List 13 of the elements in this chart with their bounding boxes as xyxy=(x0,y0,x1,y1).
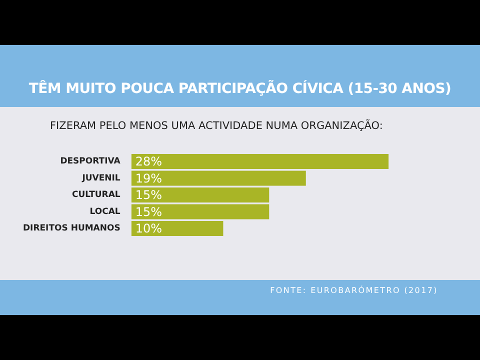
chart-title: TÊM MUITO POUCA PARTICIPAÇÃO CÍVICA (15-30 ANOS) xyxy=(28,81,452,97)
data-label: 15% xyxy=(135,204,162,219)
data-label: 15% xyxy=(135,188,162,202)
y-tick-label: JUVENIL xyxy=(81,173,121,184)
data-label: 10% xyxy=(135,222,162,236)
data-label: 19% xyxy=(135,171,162,186)
y-tick-label: DIREITOS HUMANOS xyxy=(22,224,120,234)
y-tick-label: LOCAL xyxy=(90,206,121,217)
y-tick-label: DESPORTIVA xyxy=(60,156,121,167)
data-label: 28% xyxy=(135,154,162,169)
chart-subtitle: FIZERAM PELO MENOS UMA ACTIVIDADE NUMA ORGANIZAÇÃO: xyxy=(50,120,383,132)
y-tick-label: CULTURAL xyxy=(72,190,121,200)
source-note: FONTE: EUROBARÓMETRO (2017) xyxy=(270,286,438,295)
